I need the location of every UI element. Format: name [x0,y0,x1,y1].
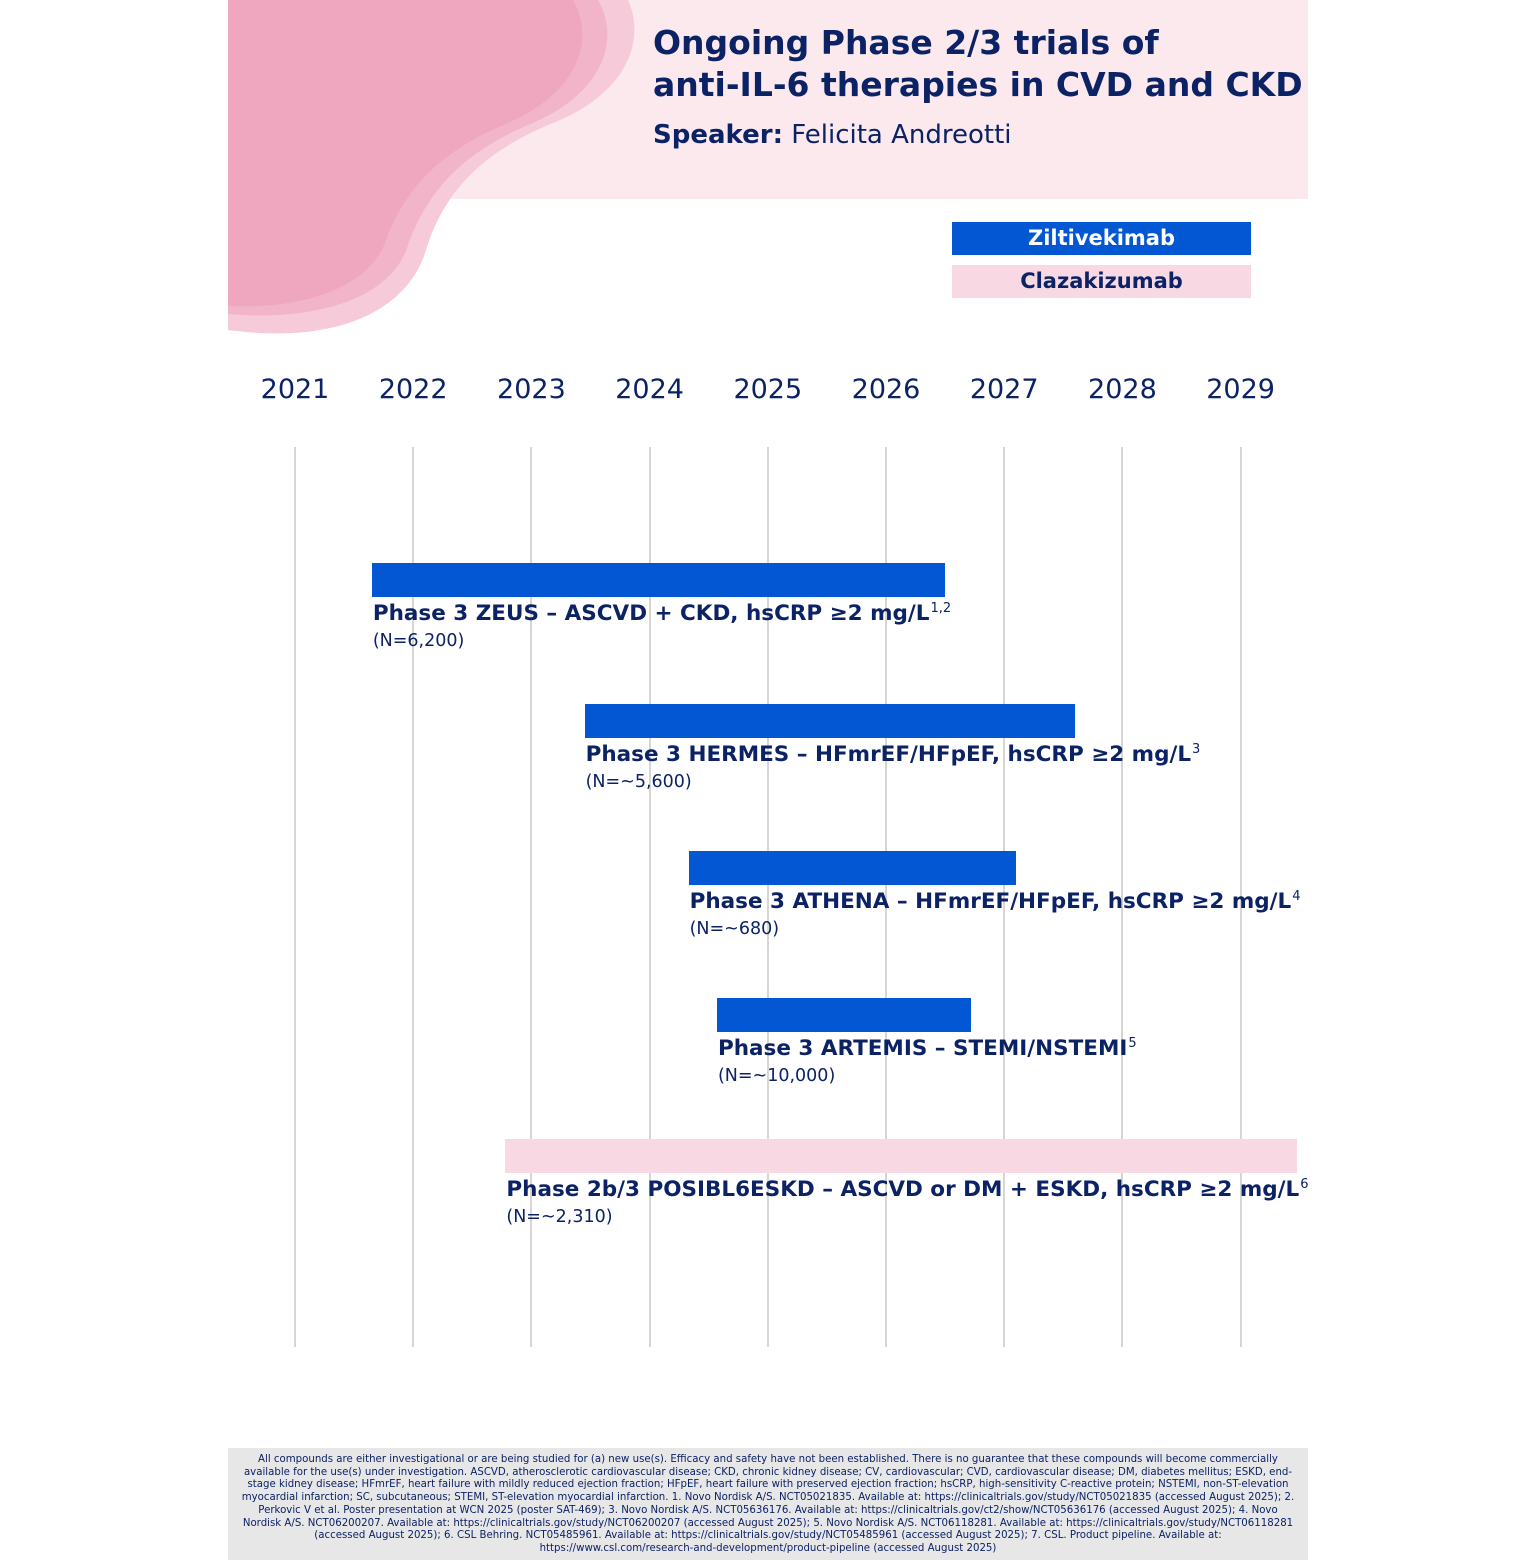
trial-title-athena: Phase 3 ATHENA – HFmrEF/HFpEF, hsCRP ≥2 … [689,889,1301,914]
trial-bar-hermes [584,704,1076,738]
trial-bar-zeus [371,563,946,597]
year-label-2021: 2021 [260,374,330,405]
year-label-2024: 2024 [615,374,684,405]
gridline-2023 [530,447,533,1347]
speaker-line: Speaker: Felicita Andreotti [653,120,1012,150]
year-label-2029: 2029 [1206,374,1275,405]
trial-sample-size-hermes: (N=~5,600) [585,772,692,792]
trial-bar-posibl6eskd [505,1139,1298,1173]
gridline-2027 [1003,447,1006,1347]
trial-sample-size-athena: (N=~680) [689,919,780,939]
speaker-name: Felicita Andreotti [791,120,1012,150]
year-label-2028: 2028 [1088,374,1157,405]
trial-title-posibl6eskd: Phase 2b/3 POSIBL6ESKD – ASCVD or DM + E… [506,1177,1308,1202]
year-label-2025: 2025 [733,374,803,405]
title-line-2: anti-IL-6 therapies in CVD and CKD [653,65,1303,104]
year-label-2027: 2027 [969,374,1039,405]
trial-title-zeus: Phase 3 ZEUS – ASCVD + CKD, hsCRP ≥2 mg/… [372,601,952,626]
trial-sample-size-artemis: (N=~10,000) [717,1066,836,1086]
title-line-1: Ongoing Phase 2/3 trials of [653,23,1159,62]
trial-reference-superscript: 1,2 [930,601,952,616]
trial-reference-superscript: 5 [1128,1036,1137,1051]
trial-bar-artemis [716,998,972,1032]
page-title: Ongoing Phase 2/3 trials of anti-IL-6 th… [653,22,1303,106]
year-label-2026: 2026 [851,374,921,405]
trial-sample-size-zeus: (N=6,200) [372,631,465,651]
trial-title-hermes: Phase 3 HERMES – HFmrEF/HFpEF, hsCRP ≥2 … [585,742,1201,767]
slide: Ongoing Phase 2/3 trials of anti-IL-6 th… [228,0,1308,1560]
gridline-2021 [294,447,296,1347]
footer: All compounds are either investigational… [228,1448,1308,1560]
decorative-wave-shape [228,0,635,334]
legend-clazakizumab: Clazakizumab [952,265,1251,298]
speaker-label: Speaker: [653,120,783,150]
trial-title-artemis: Phase 3 ARTEMIS – STEMI/NSTEMI5 [717,1036,1137,1061]
trial-sample-size-posibl6eskd: (N=~2,310) [506,1207,613,1227]
gridline-2025 [766,447,769,1347]
trial-reference-superscript: 3 [1192,742,1201,757]
year-label-2022: 2022 [378,374,448,405]
gridline-2022 [412,447,415,1347]
gridline-2029 [1239,447,1242,1347]
gridline-2028 [1121,447,1124,1347]
footer-disclaimer-references: All compounds are either investigational… [241,1454,1295,1554]
gridline-2026 [885,447,887,1347]
trial-bar-athena [688,851,1016,885]
trial-reference-superscript: 6,7 [1300,1177,1308,1192]
year-label-2023: 2023 [497,374,566,405]
trial-reference-superscript: 4 [1292,889,1301,904]
legend-ziltivekimab: Ziltivekimab [952,222,1251,255]
gridline-2024 [648,447,651,1347]
